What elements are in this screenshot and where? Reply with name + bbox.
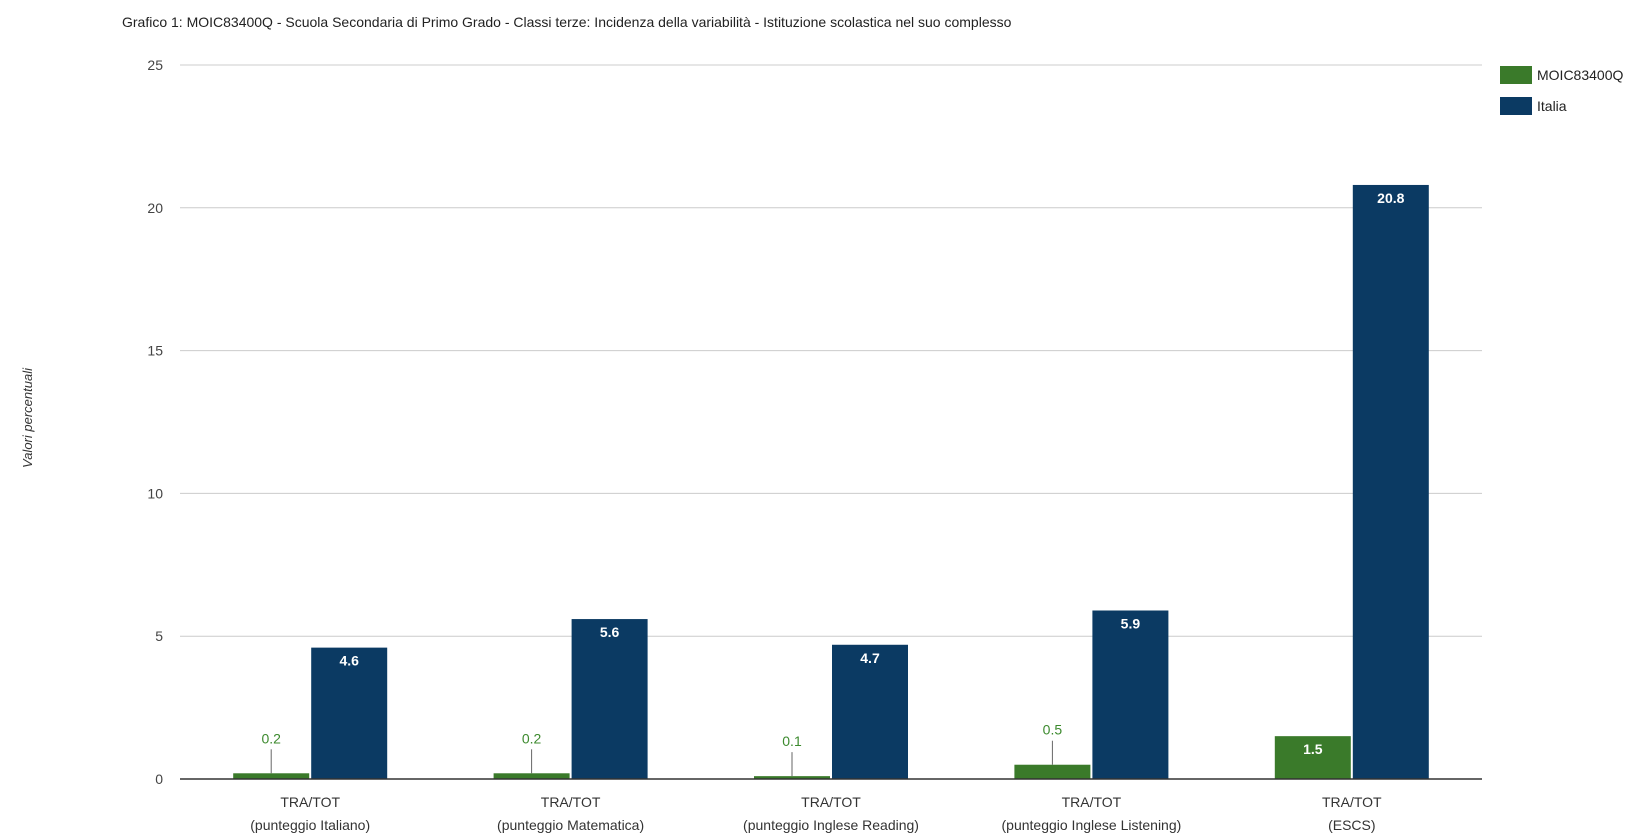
y-tick-label: 20 <box>147 200 163 216</box>
bar-italia-3 <box>832 644 908 779</box>
data-label: 20.8 <box>1377 190 1404 206</box>
data-label: 5.9 <box>1121 615 1141 631</box>
legend: MOIC83400Q Italia <box>1500 66 1623 115</box>
data-label: 0.5 <box>1043 722 1063 738</box>
bar-italia-1 <box>311 647 388 779</box>
data-label: 0.2 <box>261 730 281 746</box>
bar-moic83400q-4 <box>1014 764 1091 779</box>
bar-moic83400q-2 <box>493 773 570 779</box>
chart-title: Grafico 1: MOIC83400Q - Scuola Secondari… <box>122 14 1012 30</box>
x-tick-label: TRA/TOT <box>280 794 340 810</box>
legend-swatch-italia <box>1500 97 1532 115</box>
data-label: 0.2 <box>522 730 542 746</box>
y-tick-label: 0 <box>155 771 163 787</box>
y-tick-label: 5 <box>155 628 163 644</box>
x-tick-label: (punteggio Matematica) <box>497 817 644 833</box>
x-tick-label: (punteggio Inglese Listening) <box>1002 817 1182 833</box>
bar-moic83400q-5 <box>1274 736 1351 779</box>
data-label: 1.5 <box>1303 741 1323 757</box>
y-axis-ticks: 0 5 10 15 20 25 <box>147 57 163 787</box>
x-tick-label: TRA/TOT <box>801 794 861 810</box>
bar-italia-5 <box>1352 184 1429 779</box>
bar-moic83400q-3 <box>754 776 830 779</box>
y-tick-label: 15 <box>147 343 163 359</box>
y-tick-label: 25 <box>147 57 163 73</box>
x-tick-label: TRA/TOT <box>1322 794 1382 810</box>
legend-label: MOIC83400Q <box>1537 67 1623 83</box>
x-tick-label: TRA/TOT <box>1062 794 1122 810</box>
data-label: 0.1 <box>782 733 802 749</box>
data-label: 4.7 <box>860 650 880 666</box>
x-tick-label: (punteggio Inglese Reading) <box>743 817 919 833</box>
bar-moic83400q-1 <box>233 773 310 779</box>
x-axis-categories: TRA/TOT (punteggio Italiano) TRA/TOT (punte… <box>250 794 1382 833</box>
x-tick-label: (ESCS) <box>1328 817 1375 833</box>
gridlines <box>180 64 1482 637</box>
y-tick-label: 10 <box>147 485 163 501</box>
bar-italia-4 <box>1092 610 1169 779</box>
data-label: 5.6 <box>600 624 620 640</box>
legend-swatch-moic83400q <box>1500 66 1532 84</box>
y-axis-label: Valori percentuali <box>20 367 35 468</box>
data-label: 4.6 <box>339 653 359 669</box>
bar-italia-2 <box>571 619 648 779</box>
x-tick-label: TRA/TOT <box>541 794 601 810</box>
legend-label: Italia <box>1537 98 1567 114</box>
bars <box>233 184 1429 779</box>
x-tick-label: (punteggio Italiano) <box>250 817 370 833</box>
data-labels: 0.2 4.6 0.2 5.6 0.1 4.7 0.5 5.9 1.5 20.8 <box>261 190 1405 777</box>
